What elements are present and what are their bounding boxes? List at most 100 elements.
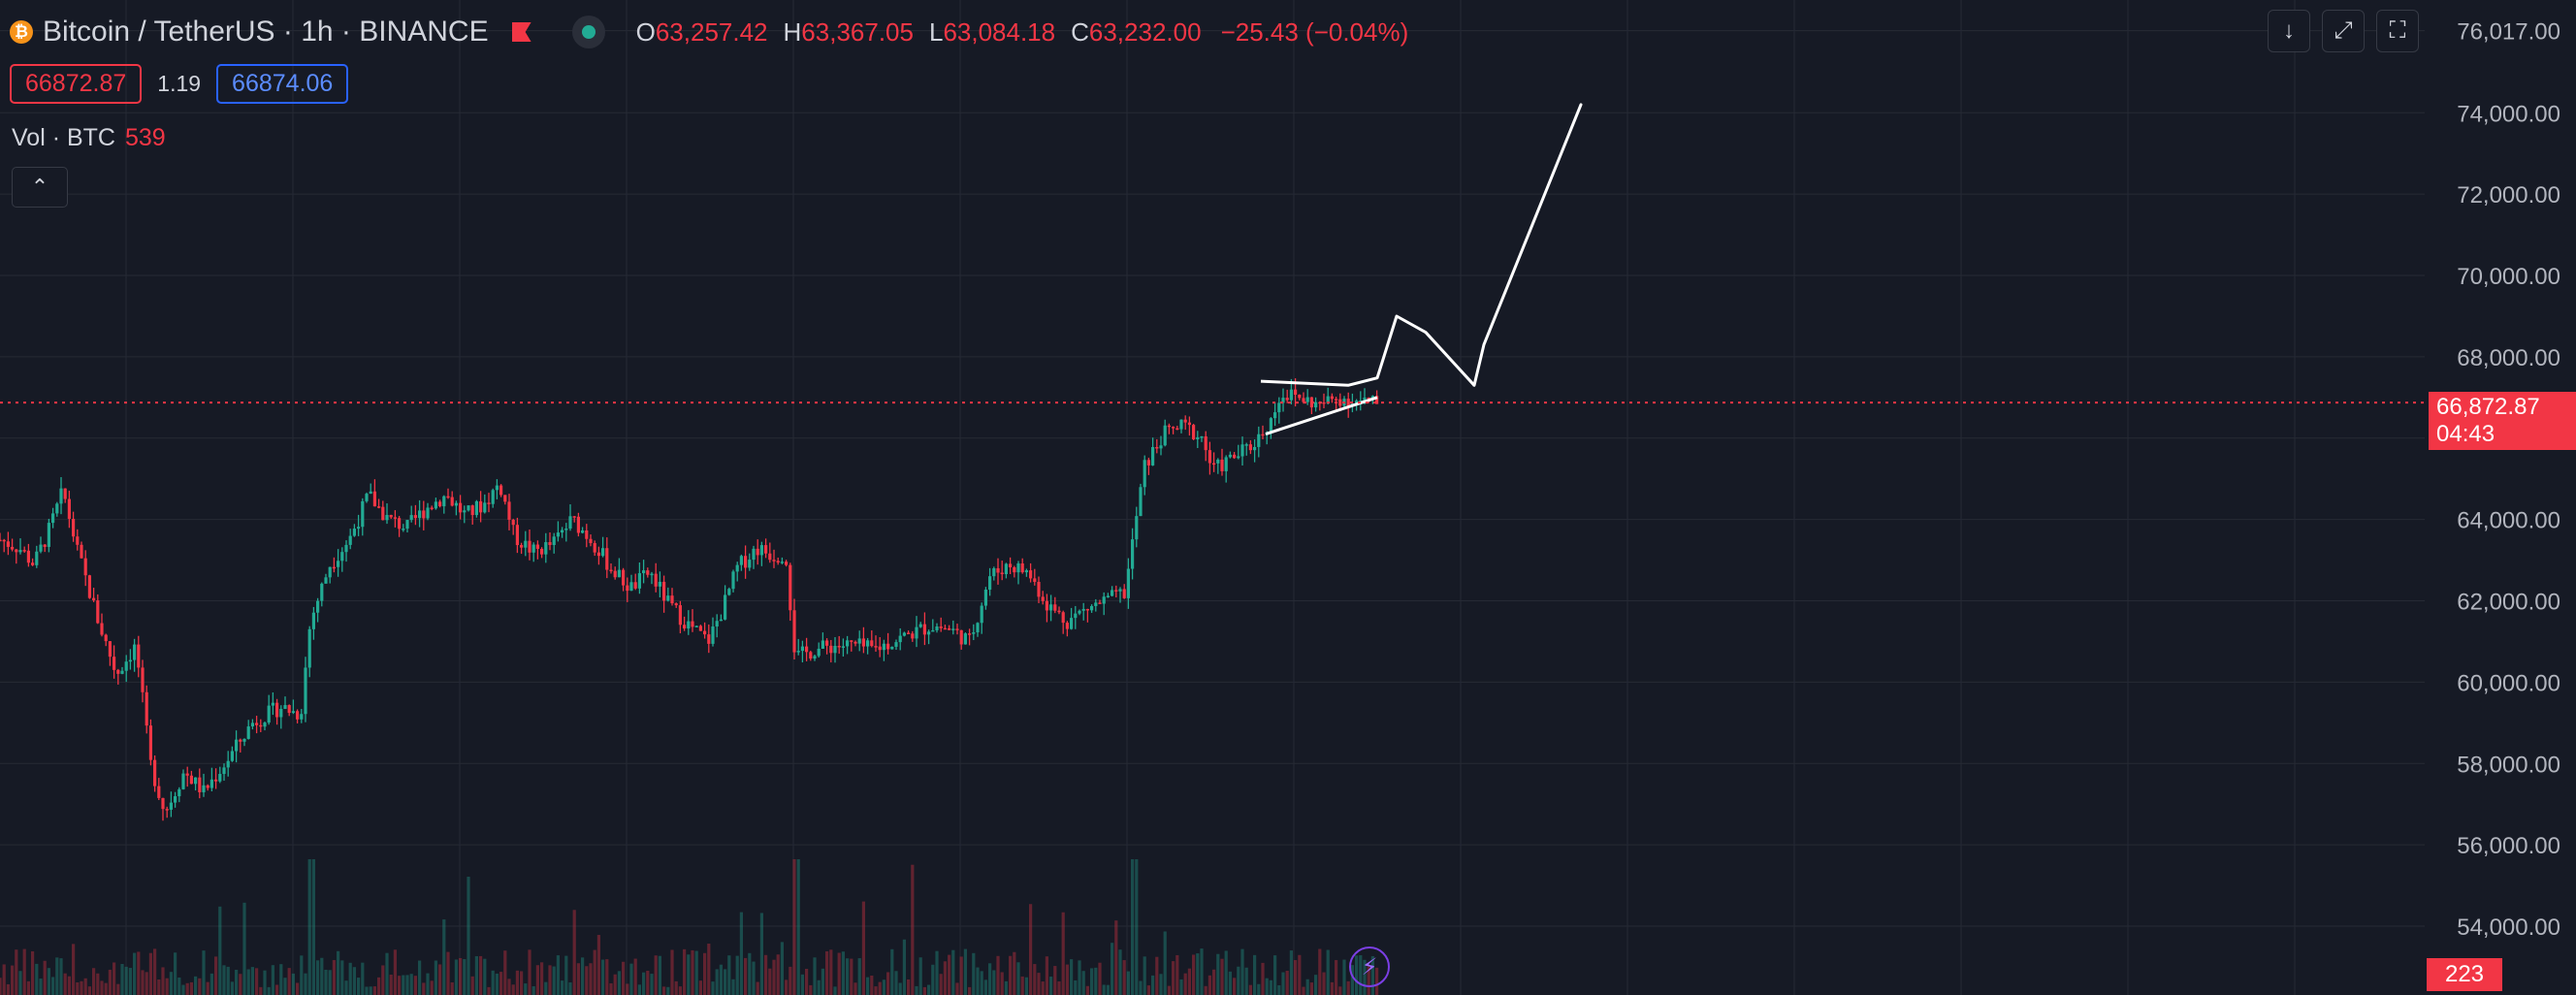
flag-icon[interactable] <box>512 22 537 42</box>
bar-countdown: 04:43 <box>2436 421 2496 447</box>
volume-bar <box>1102 984 1106 995</box>
volume-bar <box>691 949 694 995</box>
volume-bar <box>72 944 76 995</box>
volume-bar <box>337 950 340 995</box>
candle-body <box>1302 398 1305 402</box>
volume-bar <box>800 974 804 995</box>
candle-body <box>15 549 18 553</box>
volume-bar <box>189 981 193 995</box>
candle-body <box>735 564 739 572</box>
candle-body <box>727 589 731 595</box>
candle-body <box>996 567 1000 573</box>
volume-bar <box>450 982 454 995</box>
price-change: −25.43 (−0.04%) <box>1220 16 1409 47</box>
candle-body <box>1081 608 1085 611</box>
candle-body <box>724 594 727 620</box>
volume-bar <box>1179 979 1183 995</box>
candle-body <box>1139 487 1143 517</box>
volume-bar <box>1265 978 1269 995</box>
candle-body <box>108 641 112 658</box>
candle-body <box>463 510 467 513</box>
volume-bar <box>1033 964 1037 995</box>
volume-bar <box>104 982 108 995</box>
candle-body <box>972 632 976 634</box>
candle-body <box>328 566 332 578</box>
volume-bar <box>422 982 426 995</box>
volume-bar <box>377 977 381 995</box>
candle-body <box>214 779 218 782</box>
candle-body <box>413 515 417 519</box>
volume-bar <box>491 970 495 995</box>
candle-body <box>316 600 320 613</box>
volume-bar <box>568 982 572 995</box>
volume-bar <box>626 983 629 995</box>
candle-body <box>1281 398 1285 403</box>
volume-bar <box>1131 859 1135 995</box>
symbol-title[interactable]: Bitcoin / TetherUS · 1h · BINANCE <box>43 16 489 48</box>
candle-body <box>1102 596 1106 604</box>
volume-bar <box>1024 977 1028 995</box>
bolt-icon[interactable]: ⚡ <box>1349 947 1390 987</box>
expand-button[interactable]: ⤢ <box>2322 10 2365 52</box>
buy-button[interactable]: 66874.06 <box>216 64 349 104</box>
candle-body <box>1167 425 1171 428</box>
volume-bar <box>882 979 886 995</box>
volume-bar <box>275 984 279 995</box>
market-status-icon[interactable] <box>571 16 605 48</box>
volume-bar <box>409 974 413 995</box>
volume-bar <box>344 980 348 995</box>
candle-body <box>83 558 87 576</box>
candle-body <box>1172 427 1175 429</box>
candle-body <box>479 500 483 513</box>
volume-bar <box>169 972 173 995</box>
volume-bar <box>1289 950 1293 995</box>
volume-bar <box>161 967 165 995</box>
candle-body <box>918 624 922 627</box>
volume-bar <box>470 976 474 995</box>
collapse-legend-button[interactable]: ⌃ <box>12 167 68 208</box>
candle-body <box>418 510 422 519</box>
candle-body <box>719 619 723 622</box>
down-arrow-button[interactable]: ↓ <box>2268 10 2310 52</box>
volume-bar <box>311 859 315 995</box>
volume-bar <box>683 948 687 995</box>
volume-bar <box>300 955 304 995</box>
candle-body <box>1004 563 1008 575</box>
candle-body <box>776 561 780 563</box>
volume-bar <box>1346 980 1350 995</box>
candle-body <box>487 502 491 504</box>
candle-body <box>1289 389 1293 401</box>
y-tick-label: 70,000.00 <box>2457 264 2560 290</box>
candle-body <box>124 661 128 671</box>
volume-bar <box>890 948 894 995</box>
volume-bar <box>1253 954 1257 995</box>
candle-body <box>898 635 902 643</box>
volume-bar <box>972 952 976 995</box>
volume-bar <box>1045 956 1048 995</box>
volume-bar <box>1053 966 1057 995</box>
volume-bar <box>1163 931 1167 995</box>
volume-bar <box>515 970 519 995</box>
candle-body <box>337 561 340 567</box>
volume-bar <box>495 973 499 995</box>
candle-body <box>622 569 626 586</box>
snapshot-button[interactable]: ⛶ <box>2376 10 2419 52</box>
candle-body <box>438 501 442 507</box>
candle-body <box>894 642 898 647</box>
volume-bar <box>613 974 617 995</box>
sell-button[interactable]: 66872.87 <box>10 64 143 104</box>
candle-body <box>1085 608 1089 611</box>
candle-body <box>922 624 926 635</box>
volume-bar <box>772 959 776 995</box>
candle-body <box>748 560 752 568</box>
volume-bar <box>1049 977 1053 995</box>
candle-body <box>528 540 531 553</box>
volume-bar <box>340 960 344 995</box>
candle-body <box>1248 444 1252 451</box>
candle-body <box>658 581 661 587</box>
candle-body <box>169 802 173 810</box>
volume-bar <box>589 963 593 995</box>
volume-bar <box>959 956 963 995</box>
candle-body <box>1322 401 1326 404</box>
